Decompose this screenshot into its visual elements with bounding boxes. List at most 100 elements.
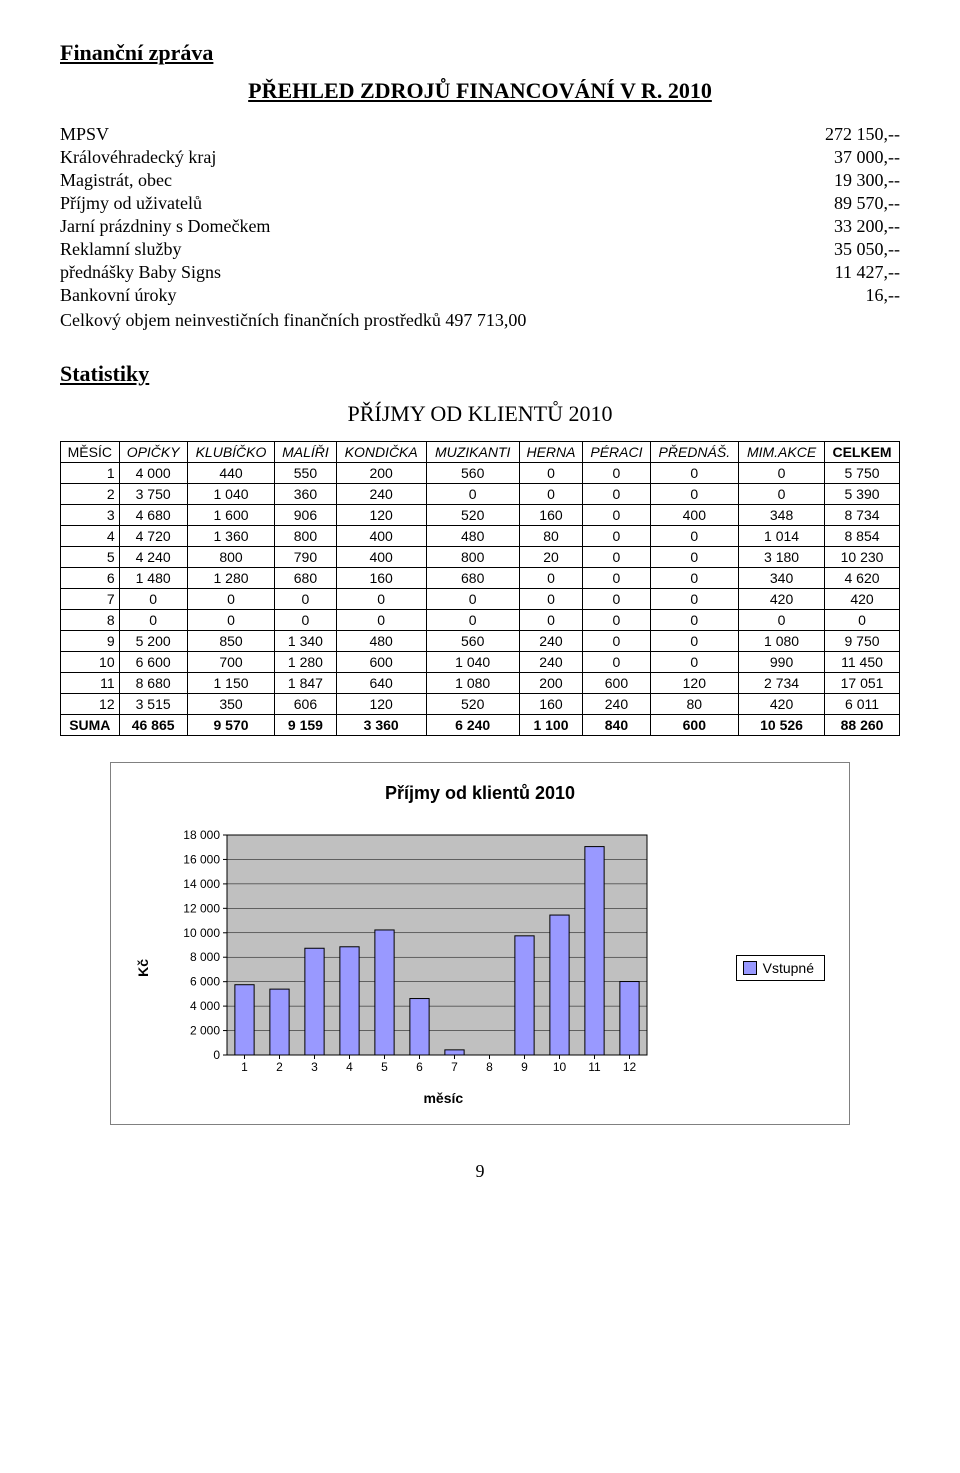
table-cell: 6 <box>61 568 120 589</box>
table-cell: 480 <box>426 526 519 547</box>
table-cell: 560 <box>426 631 519 652</box>
table-row: 44 7201 36080040048080001 0148 854 <box>61 526 900 547</box>
svg-text:2: 2 <box>276 1060 283 1074</box>
table-header-cell: MĚSÍC <box>61 442 120 463</box>
income-title: PŘÍJMY OD KLIENTŮ 2010 <box>60 401 900 427</box>
table-cell: 4 680 <box>119 505 187 526</box>
svg-text:9: 9 <box>521 1060 528 1074</box>
svg-text:0: 0 <box>213 1048 220 1062</box>
table-cell: 5 <box>61 547 120 568</box>
svg-text:12: 12 <box>623 1060 637 1074</box>
svg-text:6 000: 6 000 <box>190 975 220 989</box>
table-cell: 520 <box>426 505 519 526</box>
table-cell: 606 <box>275 694 336 715</box>
table-cell: 1 360 <box>187 526 275 547</box>
table-cell: 360 <box>275 484 336 505</box>
table-cell: 0 <box>650 526 739 547</box>
table-cell: 0 <box>187 610 275 631</box>
table-cell: 840 <box>583 715 650 736</box>
svg-text:2 000: 2 000 <box>190 1024 220 1038</box>
table-cell: 200 <box>336 463 426 484</box>
table-cell: 0 <box>519 568 583 589</box>
table-cell: 0 <box>336 610 426 631</box>
table-cell: 1 014 <box>739 526 825 547</box>
table-cell: 0 <box>583 652 650 673</box>
table-cell: 400 <box>336 547 426 568</box>
table-cell: 0 <box>650 568 739 589</box>
table-cell: 420 <box>825 589 900 610</box>
funding-label: Reklamní služby <box>60 239 780 260</box>
table-cell: 550 <box>275 463 336 484</box>
table-cell: 9 159 <box>275 715 336 736</box>
table-cell: 0 <box>583 463 650 484</box>
table-cell: 0 <box>650 547 739 568</box>
table-cell: 9 570 <box>187 715 275 736</box>
table-cell: 850 <box>187 631 275 652</box>
table-cell: 0 <box>275 610 336 631</box>
funding-row: Královéhradecký kraj37 000,-- <box>60 147 900 168</box>
svg-text:11: 11 <box>588 1060 601 1074</box>
table-cell: 3 180 <box>739 547 825 568</box>
table-cell: 1 <box>61 463 120 484</box>
funding-row: Jarní prázdniny s Domečkem33 200,-- <box>60 216 900 237</box>
table-cell: 12 <box>61 694 120 715</box>
table-cell: 4 000 <box>119 463 187 484</box>
funding-label: Magistrát, obec <box>60 170 780 191</box>
svg-text:16 000: 16 000 <box>183 852 220 866</box>
svg-text:14 000: 14 000 <box>183 877 220 891</box>
table-row: 123 515350606120520160240804206 011 <box>61 694 900 715</box>
table-header-cell: PÉRACI <box>583 442 650 463</box>
table-header-cell: MIM.AKCE <box>739 442 825 463</box>
table-cell: 1 847 <box>275 673 336 694</box>
funding-list: MPSV272 150,--Královéhradecký kraj37 000… <box>60 124 900 331</box>
table-cell: 1 480 <box>119 568 187 589</box>
funding-value: 272 150,-- <box>780 124 900 145</box>
table-cell: 8 <box>61 610 120 631</box>
table-cell: 1 080 <box>739 631 825 652</box>
table-cell: 0 <box>650 652 739 673</box>
table-row: 700000000420420 <box>61 589 900 610</box>
table-cell: 0 <box>650 610 739 631</box>
table-cell: 800 <box>187 547 275 568</box>
table-cell: 4 <box>61 526 120 547</box>
table-cell: 1 040 <box>426 652 519 673</box>
table-cell: 906 <box>275 505 336 526</box>
table-cell: 5 750 <box>825 463 900 484</box>
funding-row: Magistrát, obec19 300,-- <box>60 170 900 191</box>
page-number: 9 <box>60 1161 900 1182</box>
table-cell: 0 <box>519 463 583 484</box>
funding-label: Bankovní úroky <box>60 285 780 306</box>
table-cell: 2 <box>61 484 120 505</box>
svg-text:8 000: 8 000 <box>190 950 220 964</box>
table-cell: 8 680 <box>119 673 187 694</box>
table-cell: 80 <box>519 526 583 547</box>
table-cell: 6 011 <box>825 694 900 715</box>
table-cell: 400 <box>650 505 739 526</box>
svg-text:10 000: 10 000 <box>183 926 220 940</box>
funding-value: 89 570,-- <box>780 193 900 214</box>
funding-value: 11 427,-- <box>780 262 900 283</box>
legend-swatch <box>743 961 757 975</box>
table-cell: 120 <box>336 505 426 526</box>
table-cell: 240 <box>519 631 583 652</box>
table-cell: 4 720 <box>119 526 187 547</box>
table-cell: 200 <box>519 673 583 694</box>
table-header-cell: KONDIČKA <box>336 442 426 463</box>
table-cell: 800 <box>426 547 519 568</box>
table-cell: 10 <box>61 652 120 673</box>
table-cell: 0 <box>825 610 900 631</box>
table-cell: 3 360 <box>336 715 426 736</box>
table-header-cell: OPIČKY <box>119 442 187 463</box>
table-cell: SUMA <box>61 715 120 736</box>
funding-label: Příjmy od uživatelů <box>60 193 780 214</box>
table-cell: 350 <box>187 694 275 715</box>
table-cell: 20 <box>519 547 583 568</box>
chart-legend: Vstupné <box>736 955 825 981</box>
table-cell: 0 <box>583 589 650 610</box>
funding-row: Reklamní služby35 050,-- <box>60 239 900 260</box>
table-cell: 1 280 <box>187 568 275 589</box>
table-cell: 640 <box>336 673 426 694</box>
funding-value: 33 200,-- <box>780 216 900 237</box>
funding-row: MPSV272 150,-- <box>60 124 900 145</box>
table-cell: 11 450 <box>825 652 900 673</box>
